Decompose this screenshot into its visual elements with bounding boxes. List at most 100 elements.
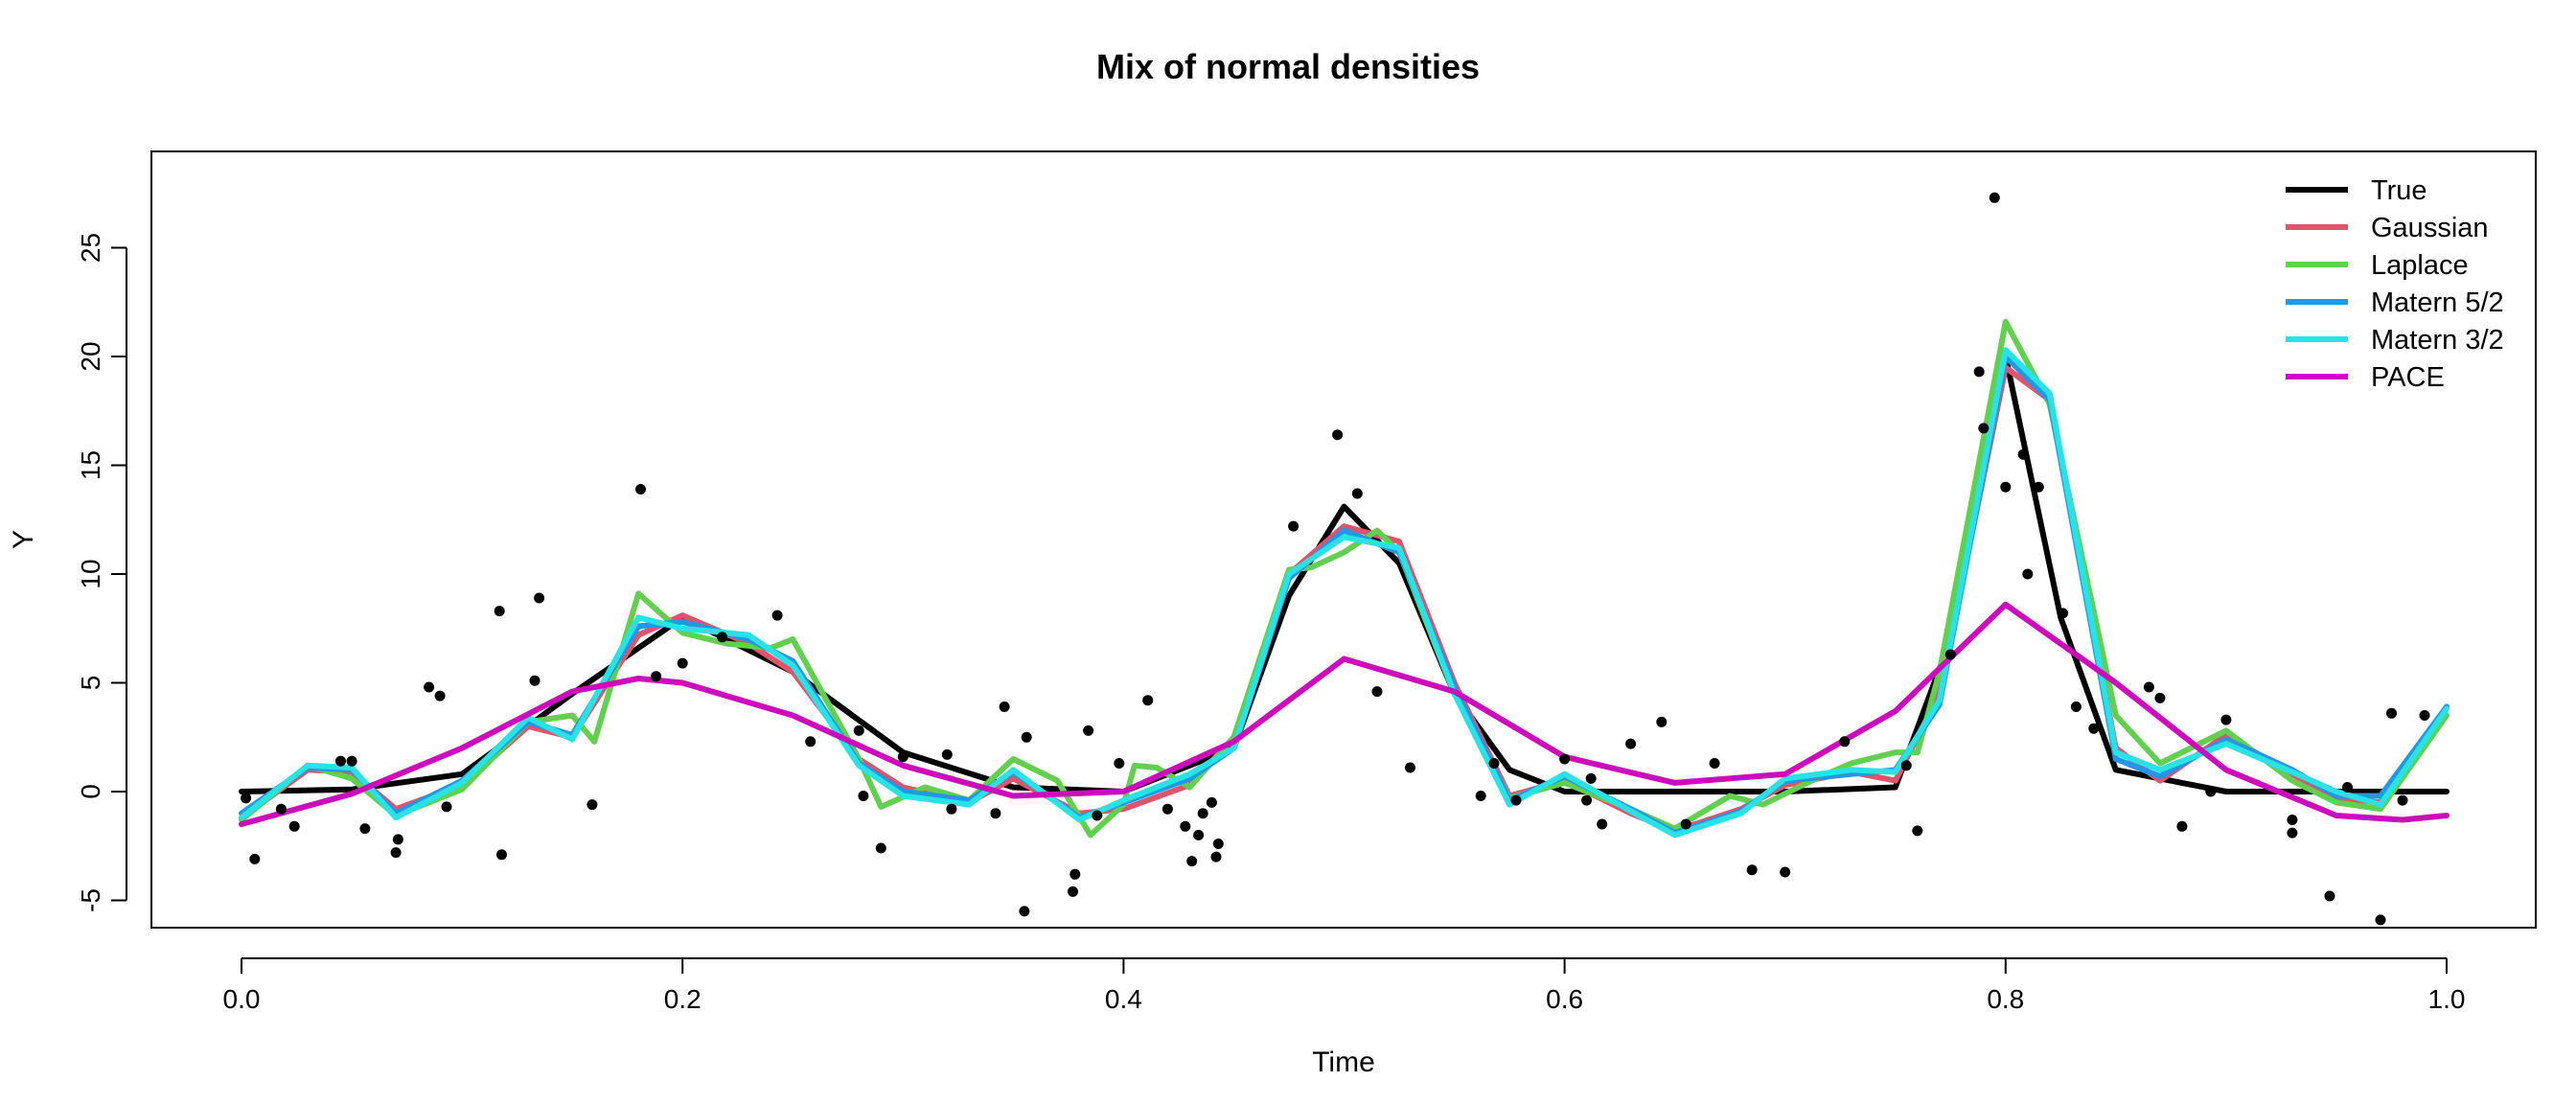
scatter-point	[2088, 723, 2100, 734]
scatter-point	[2287, 815, 2298, 825]
x-tick-label: 0.0	[223, 984, 261, 1014]
scatter-point	[1973, 366, 1985, 378]
y-tick-label: 15	[76, 450, 105, 480]
scatter-point	[2070, 702, 2082, 712]
scatter-point	[1839, 736, 1851, 748]
scatter-point	[1978, 423, 1990, 434]
x-tick-label: 0.8	[1987, 984, 2024, 1014]
scatter-point	[1709, 758, 1720, 769]
scatter-point	[677, 657, 688, 669]
scatter-point	[1944, 649, 1956, 660]
scatter-point	[1142, 695, 1154, 706]
series-layer	[239, 318, 2450, 839]
scatter-point	[275, 803, 287, 815]
x-tick-label: 0.6	[1546, 984, 1583, 1014]
y-tick-label: 5	[76, 676, 105, 691]
scatter-point	[1197, 808, 1208, 819]
scatter-point	[2220, 714, 2232, 725]
series-line-laplace	[239, 318, 2450, 839]
scatter-point	[1186, 856, 1198, 867]
series-line-matern-3-2	[239, 347, 2450, 839]
scatter-point	[1559, 753, 1571, 765]
scatter-point	[494, 606, 505, 617]
scatter-point	[241, 793, 252, 804]
scatter-point	[249, 853, 261, 864]
x-tick-label: 0.2	[664, 984, 702, 1014]
scatter-point	[424, 681, 435, 693]
scatter-point	[1488, 758, 1500, 769]
series-line-true	[239, 354, 2450, 794]
scatter-point	[1288, 520, 1300, 532]
legend-label: Matern 5/2	[2371, 288, 2504, 318]
y-tick-label: 25	[76, 233, 105, 263]
scatter-point	[941, 748, 953, 760]
scatter-point	[534, 592, 545, 604]
scatter-point	[1900, 760, 1912, 771]
scatter-point	[2386, 707, 2397, 719]
legend-label: Gaussian	[2371, 213, 2489, 243]
scatter-point	[635, 484, 646, 494]
scatter-point	[1780, 866, 1791, 878]
scatter-point	[1021, 731, 1032, 743]
legend-label: Laplace	[2371, 250, 2469, 281]
scatter-point	[1746, 864, 1758, 876]
x-axis-label: Time	[1312, 1046, 1375, 1078]
y-tick-label: -5	[76, 888, 105, 912]
legend-label: PACE	[2371, 362, 2445, 393]
scatter-point	[1405, 762, 1415, 773]
scatter-point	[529, 675, 540, 686]
scatter-point	[346, 755, 357, 767]
scatter-point	[359, 823, 371, 835]
scatter-point	[1680, 818, 1691, 830]
scatter-point	[1114, 758, 1125, 769]
scatter-point	[335, 755, 346, 767]
scatter-point	[2000, 481, 2012, 493]
scatter-point	[441, 801, 452, 813]
scatter-point	[853, 724, 864, 736]
scatter-point	[2287, 827, 2298, 839]
scatter-point	[392, 834, 403, 845]
scatter-point	[946, 803, 957, 815]
y-tick-label: 20	[76, 341, 105, 371]
scatter-point	[2017, 448, 2029, 460]
scatter-point	[1332, 429, 1344, 441]
x-tick-label: 1.0	[2428, 984, 2466, 1014]
plot-frame	[150, 150, 2537, 929]
scatter-point	[496, 849, 507, 861]
x-tick-label: 0.4	[1105, 984, 1142, 1014]
scatter-point	[2154, 692, 2166, 703]
scatter-point	[1212, 839, 1224, 849]
scatter-point	[2324, 890, 2335, 902]
scatter-point	[1193, 829, 1205, 840]
scatter-point	[858, 791, 869, 801]
scatter-point	[586, 799, 598, 811]
scatter-point	[2022, 568, 2034, 580]
y-axis: -5 0 5 10 15 20 25	[76, 233, 127, 912]
scatter-point	[651, 671, 662, 682]
scatter-point	[2176, 820, 2188, 832]
scatter-point	[1180, 820, 1191, 832]
x-axis: 0.0 0.2 0.4 0.6 0.8 1.0	[223, 957, 2466, 1014]
scatter-point	[2205, 786, 2217, 797]
scatter-point	[1092, 810, 1103, 821]
legend: True Gaussian Laplace Matern 5/2 Matern 3/2 P…	[2286, 175, 2504, 393]
series-line-matern-5-2	[239, 354, 2450, 837]
scatter-point	[771, 610, 783, 621]
legend-label: True	[2371, 175, 2427, 206]
scatter-point	[1585, 772, 1597, 784]
scatter-point	[288, 820, 300, 832]
scatter-point	[1510, 794, 1522, 806]
scatter-point	[999, 702, 1010, 712]
scatter-point	[1371, 686, 1383, 698]
scatter-point	[1162, 803, 1173, 815]
scatter-point	[1989, 192, 2000, 203]
scatter-point	[390, 847, 402, 859]
scatter-point	[1206, 796, 1217, 808]
scatter-point	[2143, 681, 2154, 693]
scatter-point	[2419, 710, 2430, 721]
scatter-point	[434, 690, 446, 702]
scatter-point	[1912, 825, 1923, 837]
scatter-point	[1597, 818, 1608, 830]
scatter-point	[1083, 724, 1094, 736]
